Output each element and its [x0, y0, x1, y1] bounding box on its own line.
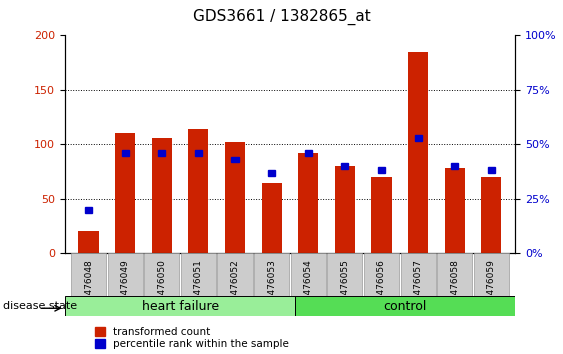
Bar	[151, 138, 172, 253]
Text: disease state: disease state	[3, 301, 77, 311]
Text: control: control	[383, 299, 427, 313]
FancyBboxPatch shape	[327, 253, 363, 296]
Bar	[305, 150, 312, 156]
Bar	[85, 207, 92, 212]
FancyBboxPatch shape	[108, 253, 143, 296]
FancyBboxPatch shape	[437, 253, 472, 296]
FancyBboxPatch shape	[71, 253, 106, 296]
Bar	[262, 183, 282, 253]
Bar	[445, 168, 465, 253]
Bar	[481, 177, 502, 253]
Bar	[335, 166, 355, 253]
Bar	[158, 150, 166, 156]
FancyBboxPatch shape	[474, 253, 509, 296]
Bar	[372, 177, 391, 253]
Text: GSM476048: GSM476048	[84, 259, 93, 314]
Text: GSM476055: GSM476055	[341, 259, 350, 314]
Bar	[78, 232, 99, 253]
Text: GSM476051: GSM476051	[194, 259, 203, 314]
FancyBboxPatch shape	[65, 296, 296, 316]
Bar	[122, 150, 129, 156]
Text: GSM476050: GSM476050	[157, 259, 166, 314]
FancyBboxPatch shape	[181, 253, 216, 296]
Bar	[378, 167, 385, 173]
Text: GSM476059: GSM476059	[487, 259, 496, 314]
Text: GDS3661 / 1382865_at: GDS3661 / 1382865_at	[193, 9, 370, 25]
Text: GSM476056: GSM476056	[377, 259, 386, 314]
Bar	[225, 142, 245, 253]
FancyBboxPatch shape	[144, 253, 180, 296]
Legend: transformed count, percentile rank within the sample: transformed count, percentile rank withi…	[95, 327, 289, 349]
Text: GSM476052: GSM476052	[230, 259, 239, 314]
Text: GSM476049: GSM476049	[120, 259, 129, 314]
FancyBboxPatch shape	[291, 253, 326, 296]
Text: GSM476053: GSM476053	[267, 259, 276, 314]
Bar	[189, 129, 208, 253]
Bar	[414, 135, 422, 141]
FancyBboxPatch shape	[400, 253, 436, 296]
Text: GSM476058: GSM476058	[450, 259, 459, 314]
Bar	[195, 150, 202, 156]
Bar	[298, 153, 318, 253]
Bar	[341, 163, 348, 169]
Bar	[115, 133, 135, 253]
Bar	[268, 170, 275, 176]
Text: GSM476054: GSM476054	[304, 259, 313, 314]
Bar	[408, 52, 428, 253]
FancyBboxPatch shape	[217, 253, 253, 296]
FancyBboxPatch shape	[296, 296, 515, 316]
FancyBboxPatch shape	[254, 253, 289, 296]
Text: heart failure: heart failure	[141, 299, 218, 313]
Bar	[488, 167, 495, 173]
Bar	[231, 156, 239, 162]
Text: GSM476057: GSM476057	[414, 259, 423, 314]
FancyBboxPatch shape	[364, 253, 399, 296]
Bar	[451, 163, 458, 169]
